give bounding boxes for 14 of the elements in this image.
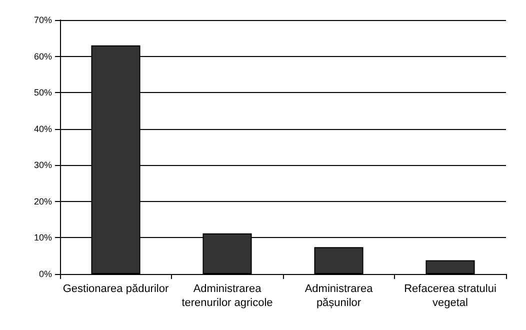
y-tick-label: 30% xyxy=(34,160,52,170)
y-tick-label: 60% xyxy=(34,51,52,62)
bar xyxy=(426,260,475,274)
x-tick-label: Administrarea terenurilor agricole xyxy=(182,283,273,309)
y-tick-label: 50% xyxy=(34,88,52,98)
y-tick-label: 10% xyxy=(34,232,52,243)
x-tick-label: Refacerea stratului vegetal xyxy=(404,283,496,309)
y-tick-label: 0% xyxy=(38,269,52,279)
bar xyxy=(314,247,364,274)
y-tick-label: 40% xyxy=(34,124,52,134)
y-tick-label: 70% xyxy=(34,15,52,25)
x-tick-label: Gestionarea pădurilor xyxy=(62,283,169,295)
x-tick-label: Administrarea pășunilor xyxy=(304,283,374,309)
y-tick-label: 20% xyxy=(34,196,52,206)
